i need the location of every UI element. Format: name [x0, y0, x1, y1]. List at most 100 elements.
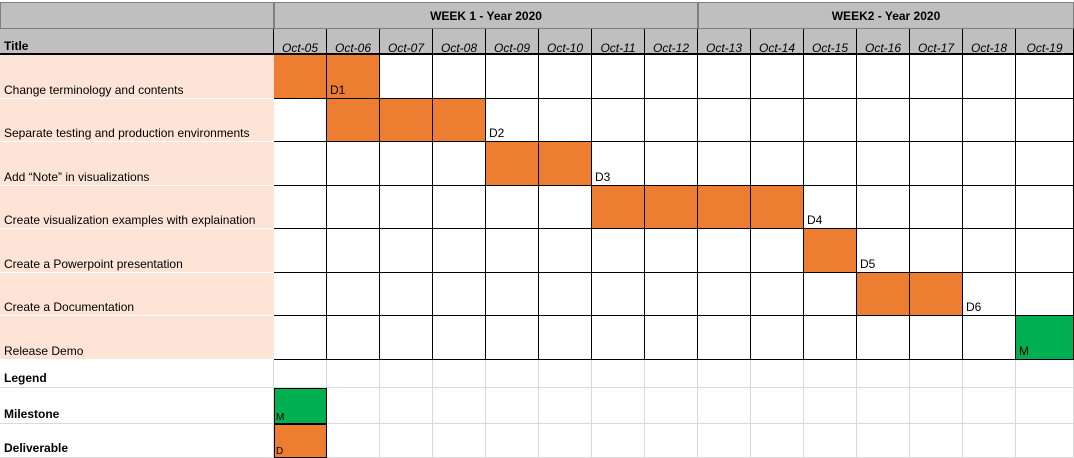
- task-title: Create visualization examples with expla…: [0, 185, 274, 229]
- date-header: Oct-09: [486, 29, 539, 55]
- task-cell: [380, 142, 433, 186]
- task-title-text: Change terminology and contents: [4, 82, 184, 97]
- legend-milestone-swatch: M: [274, 387, 327, 424]
- date-header: Oct-16: [857, 29, 910, 55]
- legend-empty-cell: [433, 423, 486, 458]
- task-cell: [486, 272, 539, 316]
- task-bar-cell: [486, 142, 539, 186]
- task-cell: [857, 316, 910, 360]
- legend-empty-cell: [539, 423, 592, 458]
- legend-empty-cell: [698, 359, 751, 388]
- task-cell: [751, 272, 804, 316]
- legend-empty-cell: [592, 359, 645, 388]
- legend-swatch-text: D: [276, 446, 284, 457]
- task-cell: [433, 142, 486, 186]
- legend-empty-cell: [698, 423, 751, 458]
- task-bar-cell: [751, 185, 804, 229]
- legend-empty-cell: [433, 387, 486, 424]
- task-cell: [433, 185, 486, 229]
- task-cell: [804, 142, 857, 186]
- task-bar-cell: [539, 142, 592, 186]
- task-cell: [274, 142, 327, 186]
- legend-empty-cell: [592, 423, 645, 458]
- task-cell: [963, 55, 1016, 99]
- legend-empty-cell: [645, 387, 698, 424]
- task-bar-cell: [433, 98, 486, 142]
- task-title-text: Create a Powerpoint presentation: [4, 256, 183, 271]
- task-cell: [751, 142, 804, 186]
- task-bar-cell: [274, 55, 327, 99]
- task-cell: [698, 98, 751, 142]
- task-cell: [857, 98, 910, 142]
- task-cell: D4: [804, 185, 857, 229]
- task-cell: [592, 55, 645, 99]
- task-cell: [433, 229, 486, 273]
- legend-empty-cell: [486, 387, 539, 424]
- task-cell: [645, 272, 698, 316]
- legend-empty-cell: [804, 423, 857, 458]
- task-cell: [539, 55, 592, 99]
- task-cell: [804, 272, 857, 316]
- task-cell: [910, 229, 963, 273]
- task-title: Release Demo: [0, 316, 274, 360]
- legend-empty-cell: [433, 359, 486, 388]
- legend-label: Deliverable: [0, 423, 274, 458]
- milestone-cell: M: [1016, 316, 1074, 360]
- task-cell: [645, 316, 698, 360]
- legend-empty-cell: [645, 359, 698, 388]
- legend-empty-cell: [751, 423, 804, 458]
- legend-label: Milestone: [0, 387, 274, 424]
- task-cell: [274, 229, 327, 273]
- task-cell: [486, 229, 539, 273]
- task-cell: [380, 55, 433, 99]
- task-cell: D3: [592, 142, 645, 186]
- task-cell: [327, 272, 380, 316]
- date-header: Oct-06: [327, 29, 380, 55]
- task-cell: [433, 272, 486, 316]
- task-cell: [327, 316, 380, 360]
- legend-empty-cell: [804, 359, 857, 388]
- task-cell: [645, 229, 698, 273]
- task-cell: [327, 142, 380, 186]
- legend-empty-cell: [486, 359, 539, 388]
- task-title-text: Separate testing and production environm…: [4, 126, 250, 140]
- task-cell: D5: [857, 229, 910, 273]
- task-cell: [963, 98, 1016, 142]
- task-cell: [1016, 185, 1074, 229]
- date-header: Oct-19: [1016, 29, 1074, 55]
- task-cell: [539, 316, 592, 360]
- header-blank: [0, 2, 274, 29]
- task-cell: [804, 98, 857, 142]
- legend-empty-cell: [910, 359, 963, 388]
- task-cell: [539, 185, 592, 229]
- task-cell: [539, 272, 592, 316]
- task-cell: [380, 316, 433, 360]
- legend-empty-cell: [486, 423, 539, 458]
- legend-title: Legend: [0, 359, 274, 388]
- task-cell: [910, 316, 963, 360]
- legend-empty-cell: [857, 423, 910, 458]
- task-bar-cell: D1: [327, 55, 380, 99]
- task-cell: [380, 185, 433, 229]
- task-cell: [592, 316, 645, 360]
- legend-empty-cell: [380, 387, 433, 424]
- legend-deliverable-swatch: D: [274, 423, 327, 458]
- task-title: Add “Note” in visualizations: [0, 142, 274, 186]
- task-cell: [539, 229, 592, 273]
- task-cell: [645, 55, 698, 99]
- date-header: Oct-07: [380, 29, 433, 55]
- task-bar-cell: [910, 272, 963, 316]
- legend-empty-cell: [539, 359, 592, 388]
- task-cell: [804, 55, 857, 99]
- task-cell: [910, 55, 963, 99]
- task-title: Create a Powerpoint presentation: [0, 229, 274, 273]
- task-bar-cell: [857, 272, 910, 316]
- task-cell: [963, 316, 1016, 360]
- date-header: Oct-12: [645, 29, 698, 55]
- task-bar-cell: [327, 98, 380, 142]
- legend-title-text: Legend: [4, 370, 47, 385]
- legend-empty-cell: [380, 359, 433, 388]
- task-cell: [592, 229, 645, 273]
- task-cell: [857, 185, 910, 229]
